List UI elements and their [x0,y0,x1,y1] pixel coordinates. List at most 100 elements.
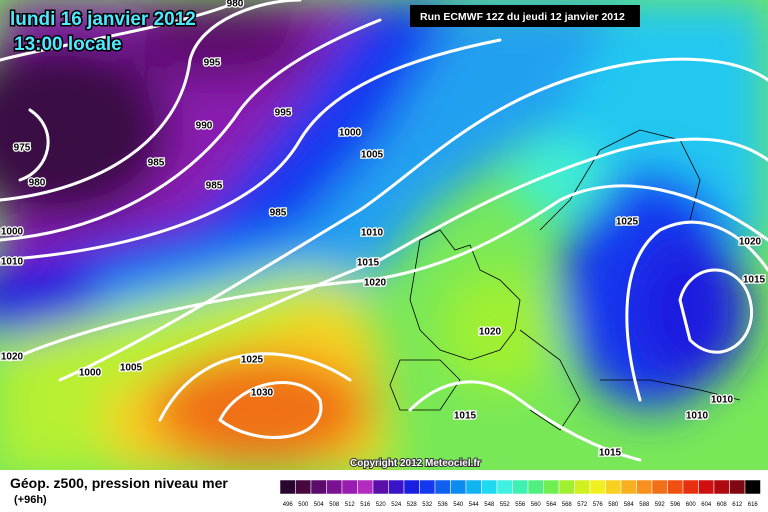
isobar-label: 1030 [251,388,274,399]
scale-label: 560 [531,502,542,508]
isobar-label: 1025 [241,355,264,366]
scale-label: 516 [360,502,371,508]
isobar-label: 1000 [79,368,102,379]
scale-label: 520 [376,502,387,508]
scale-label: 504 [314,502,325,508]
run-box [410,5,640,27]
scale-swatch [667,479,684,495]
scale-swatch [310,479,327,495]
scale-swatch [450,479,467,495]
isobar-label: 975 [14,143,31,154]
scale-swatch [682,479,699,495]
time: 13:00 locale [14,34,122,55]
scale-swatch [605,479,622,495]
isobar-label: 1015 [599,448,622,459]
isobar-label: 985 [270,208,287,219]
scale-swatch [481,479,498,495]
scale-label: 564 [546,502,557,508]
run-info: Run ECMWF 12Z du jeudi 12 janvier 2012 [420,11,625,23]
scale-label: 584 [624,502,635,508]
isobar-label: 1010 [686,411,709,422]
scale-swatch [465,479,482,495]
scale-swatch [403,479,420,495]
scale-swatch [729,479,746,495]
scale-swatch [558,479,575,495]
scale-swatch [357,479,374,495]
scale-swatch [419,479,436,495]
scale-label: 592 [655,502,666,508]
isobars [0,0,768,462]
isobar-label: 1015 [357,258,380,269]
scale-swatch [636,479,653,495]
scale-label: 512 [345,502,356,508]
isobar-label: 985 [148,158,165,169]
scale-label: 580 [608,502,619,508]
scale-label: 608 [717,502,728,508]
scale-label: 548 [484,502,495,508]
scale-label: 508 [329,502,340,508]
isobar-labels: 980 995 995 990 1000 1005 975 985 980 985 985 1000 1… [0,0,767,460]
scale-swatch [527,479,544,495]
scale-label: 576 [593,502,604,508]
scale-swatch [543,479,560,495]
isobar-label: 1025 [616,217,639,228]
scale-swatch [651,479,668,495]
isobar-label: 1015 [454,411,477,422]
scale-label: 532 [422,502,433,508]
isobar-label: 1000 [339,128,362,139]
scale-swatch [279,479,296,495]
scale-label: 568 [562,502,573,508]
scale-swatch [434,479,451,495]
map-field [0,0,768,470]
scale-label: 588 [639,502,650,508]
isobar-label: 1010 [361,228,384,239]
coastlines [389,129,741,431]
isobar-label: 1005 [361,150,384,161]
scale-label: 544 [469,502,480,508]
copyright: Copyright 2012 Meteociel.fr [350,458,481,469]
isobar-label: 1020 [479,327,502,338]
scale-label: 596 [670,502,681,508]
scale-swatch [744,479,761,495]
scale-label: 600 [686,502,697,508]
isobar-label: 1020 [739,237,762,248]
scale-label: 540 [453,502,464,508]
scale-swatch [295,479,312,495]
scale-swatch [496,479,513,495]
isobar-label: 1000 [1,227,24,238]
scale-label: 524 [391,502,402,508]
isobar-label: 985 [206,181,223,192]
scale-swatch [341,479,358,495]
scale-swatch [574,479,591,495]
scale-swatch [713,479,730,495]
scale-label: 500 [298,502,309,508]
date: lundi 16 janvier 2012 [10,9,196,30]
scale-label: 528 [407,502,418,508]
legend-title: Géop. z500, pression niveau mer [10,475,228,491]
scale-swatch [388,479,405,495]
scale-label: 552 [500,502,511,508]
isobar-label: 1005 [120,363,143,374]
isobar-label: 990 [196,121,213,132]
isobar-label: 1015 [743,275,766,286]
scale-swatch [326,479,343,495]
scale-swatch [512,479,529,495]
isobar-label: 1020 [364,278,387,289]
scale-label: 556 [515,502,526,508]
legend-lead: (+96h) [14,494,47,506]
isobar-label: 1010 [711,395,734,406]
scale-label: 572 [577,502,588,508]
isobar-label: 1020 [1,352,24,363]
isobar-label: 980 [227,0,244,10]
scale-swatch [620,479,637,495]
scale-label: 612 [732,502,743,508]
scale-label: 496 [283,502,294,508]
isobar-label: 1010 [1,257,24,268]
scale-swatch [372,479,389,495]
isobar-label: 980 [29,178,46,189]
color-scale: 496 500 504 508 512 516 520 524 528 532 536 540 544 5… [279,479,761,508]
scale-swatch [698,479,715,495]
scale-label: 616 [748,502,759,508]
isobar-label: 995 [275,108,292,119]
